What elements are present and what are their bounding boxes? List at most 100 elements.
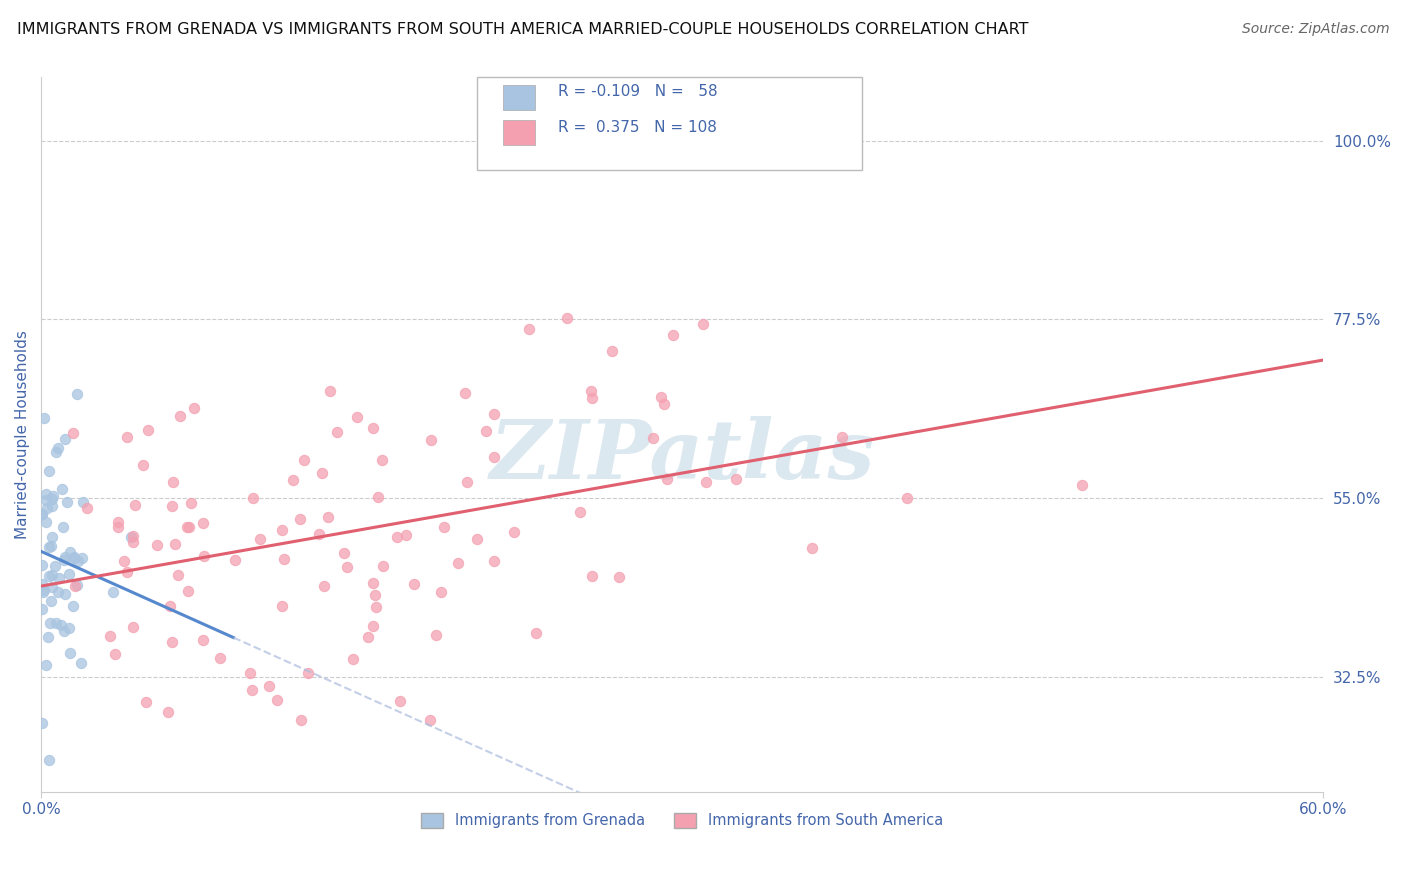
Point bbox=[104, 647, 127, 661]
Point bbox=[51, 482, 73, 496]
Point bbox=[692, 317, 714, 331]
Point bbox=[122, 529, 145, 543]
Point bbox=[179, 520, 201, 534]
Point bbox=[163, 536, 186, 550]
Text: R =  0.375   N = 108: R = 0.375 N = 108 bbox=[558, 120, 717, 135]
Point bbox=[725, 472, 748, 486]
Point bbox=[41, 580, 63, 594]
Point bbox=[32, 411, 55, 425]
Point bbox=[48, 571, 70, 585]
Point bbox=[662, 327, 685, 342]
Point bbox=[107, 515, 129, 529]
Point bbox=[59, 545, 82, 559]
Point bbox=[46, 585, 69, 599]
Point bbox=[249, 532, 271, 546]
Point bbox=[58, 566, 80, 581]
Point bbox=[169, 409, 191, 423]
Point bbox=[39, 615, 62, 630]
Point bbox=[31, 577, 53, 591]
Point bbox=[388, 694, 411, 708]
Point bbox=[35, 657, 58, 672]
Point bbox=[31, 602, 53, 616]
Point bbox=[484, 450, 506, 464]
Point bbox=[581, 384, 603, 398]
Point bbox=[31, 558, 53, 573]
Point bbox=[357, 630, 380, 644]
Point bbox=[326, 425, 349, 439]
Point bbox=[56, 495, 79, 509]
Point bbox=[66, 387, 89, 401]
Point bbox=[402, 576, 425, 591]
Point bbox=[367, 491, 389, 505]
Point bbox=[112, 554, 135, 568]
Point bbox=[240, 683, 263, 698]
Point bbox=[224, 552, 246, 566]
Point bbox=[35, 492, 58, 507]
Point bbox=[44, 558, 66, 573]
Legend: Immigrants from Grenada, Immigrants from South America: Immigrants from Grenada, Immigrants from… bbox=[416, 807, 949, 834]
Point bbox=[53, 550, 76, 565]
Point bbox=[484, 554, 506, 568]
Y-axis label: Married-couple Households: Married-couple Households bbox=[15, 330, 30, 539]
Point bbox=[41, 492, 63, 507]
Point bbox=[297, 665, 319, 680]
Point bbox=[652, 397, 675, 411]
Point bbox=[209, 651, 232, 665]
Point bbox=[242, 491, 264, 506]
Point bbox=[581, 391, 603, 405]
Point bbox=[271, 523, 294, 537]
Point bbox=[655, 472, 678, 486]
Point bbox=[308, 527, 330, 541]
Point bbox=[395, 527, 418, 541]
Point bbox=[361, 619, 384, 633]
Point bbox=[333, 546, 356, 560]
Point bbox=[63, 549, 86, 564]
Text: Source: ZipAtlas.com: Source: ZipAtlas.com bbox=[1241, 22, 1389, 37]
Point bbox=[72, 495, 94, 509]
Point bbox=[266, 692, 288, 706]
Point bbox=[45, 445, 67, 459]
Point bbox=[146, 538, 169, 552]
Point bbox=[48, 441, 70, 455]
Point bbox=[38, 464, 60, 478]
Point bbox=[363, 420, 385, 434]
Point bbox=[38, 753, 60, 767]
Point bbox=[433, 520, 456, 534]
Point bbox=[370, 452, 392, 467]
Point bbox=[311, 467, 333, 481]
Point bbox=[35, 487, 58, 501]
Point bbox=[342, 651, 364, 665]
Point bbox=[177, 583, 200, 598]
Point bbox=[193, 632, 215, 647]
Point bbox=[32, 582, 55, 597]
Point bbox=[52, 520, 75, 534]
Point bbox=[271, 599, 294, 613]
Point bbox=[316, 509, 339, 524]
Point bbox=[371, 558, 394, 573]
Point bbox=[281, 473, 304, 487]
Point bbox=[31, 507, 53, 521]
Point bbox=[419, 713, 441, 727]
Point bbox=[37, 631, 59, 645]
Point bbox=[581, 568, 603, 582]
Point bbox=[62, 551, 84, 566]
Point bbox=[482, 407, 505, 421]
Point bbox=[292, 453, 315, 467]
Point bbox=[896, 491, 918, 505]
Point bbox=[430, 585, 453, 599]
Point bbox=[162, 475, 184, 489]
Point bbox=[31, 716, 53, 731]
Point bbox=[650, 390, 672, 404]
Point bbox=[364, 588, 387, 602]
Point bbox=[517, 321, 540, 335]
Point bbox=[180, 496, 202, 510]
Point bbox=[336, 559, 359, 574]
Point bbox=[53, 587, 76, 601]
Point bbox=[239, 666, 262, 681]
Point bbox=[115, 429, 138, 443]
Point bbox=[52, 624, 75, 639]
Text: IMMIGRANTS FROM GRENADA VS IMMIGRANTS FROM SOUTH AMERICA MARRIED-COUPLE HOUSEHOL: IMMIGRANTS FROM GRENADA VS IMMIGRANTS FR… bbox=[17, 22, 1028, 37]
Point bbox=[193, 549, 215, 563]
Point bbox=[387, 530, 409, 544]
Point bbox=[41, 530, 63, 544]
